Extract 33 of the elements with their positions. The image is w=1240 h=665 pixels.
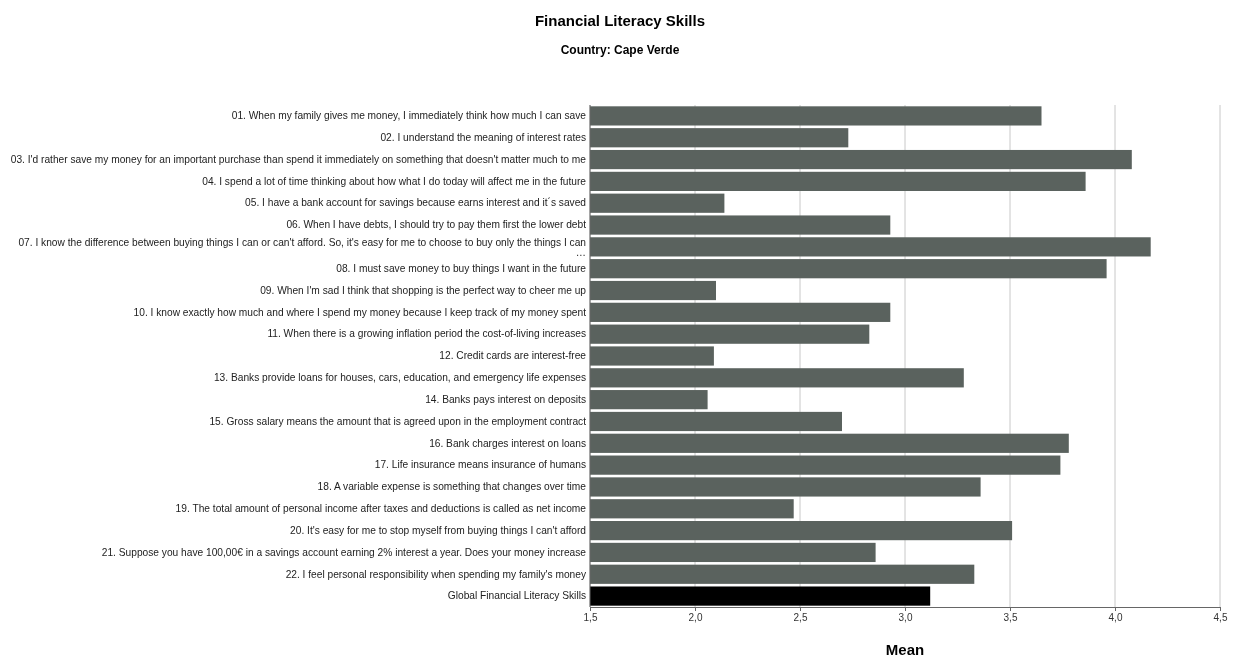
y-tick-label: 21. Suppose you have 100,00€ in a savings account earning 2% interest a year. Does your money increase	[101, 546, 587, 558]
y-tick-label: 04. I spend a lot of time thinking about how what I do today will affect me in the future	[202, 175, 587, 187]
y-tick-label: 18. A variable expense is something that changes over time	[317, 481, 587, 493]
x-tick-label: 3,0	[898, 612, 913, 624]
y-tick-label: 01. When my family gives me money, I immediately think how much I can save	[231, 110, 587, 122]
y-tick-label: 19. The total amount of personal income after taxes and deductions is called as net income	[175, 503, 587, 515]
x-tick-label: 3,5	[1003, 612, 1018, 624]
x-axis-title: Mean	[885, 641, 925, 658]
y-tick-label: 09. When I'm sad I think that shopping is the perfect way to cheer me up	[260, 284, 587, 296]
x-tick-label: 4,5	[1213, 612, 1228, 624]
x-tick-label: 1,5	[583, 612, 598, 624]
y-tick-label: 10. I know exactly how much and where I spend my money because I keep track of my money spent	[133, 306, 587, 318]
y-tick-label: 12. Credit cards are interest-free	[439, 350, 587, 362]
y-tick-label: 05. I have a bank account for savings because earns interest and it´s saved	[245, 197, 587, 209]
y-tick-label: 15. Gross salary means the amount that is agreed upon in the employment contract	[209, 415, 587, 427]
y-tick-label: 02. I understand the meaning of interest rates	[380, 132, 586, 143]
y-tick-label: 08. I must save money to buy things I want in the future	[336, 262, 587, 274]
y-tick-label: 16. Bank charges interest on loans	[429, 437, 586, 449]
y-tick-label: Global Financial Literacy Skills	[447, 590, 586, 602]
x-tick-label: 4,0	[1108, 612, 1123, 624]
y-tick-label: 06. When I have debts, I should try to pay them first the lower debt	[286, 219, 587, 231]
y-tick-label: 22. I feel personal responsibility when spending my family's money	[285, 568, 587, 580]
y-tick-label: 20. It's easy for me to stop myself from buying things I can't afford	[290, 524, 587, 536]
y-tick-label: 11. When there is a growing inflation period the cost-of-living increases	[267, 328, 586, 340]
y-tick-label: 17. Life insurance means insurance of humans	[374, 459, 586, 471]
chart-subtitle: Country: Cape Verde	[560, 43, 680, 57]
x-tick-label: 2,0	[688, 612, 703, 624]
chart-title: Financial Literacy Skills	[534, 12, 706, 29]
y-tick-label: 13. Banks provide loans for houses, cars, education, and emergency life expenses	[213, 372, 586, 384]
y-tick-label: 07. I know the difference between buying things I can or can't afford. So, it's easy for me to choose to buy only the things I can …	[18, 236, 586, 259]
y-tick-label: 03. I'd rather save my money for an important purchase than spend it immediately on something that doesn't matter much to me	[10, 153, 587, 165]
x-tick-label: 2,5	[793, 612, 808, 624]
y-tick-label: 14. Banks pays interest on deposits	[425, 393, 586, 405]
